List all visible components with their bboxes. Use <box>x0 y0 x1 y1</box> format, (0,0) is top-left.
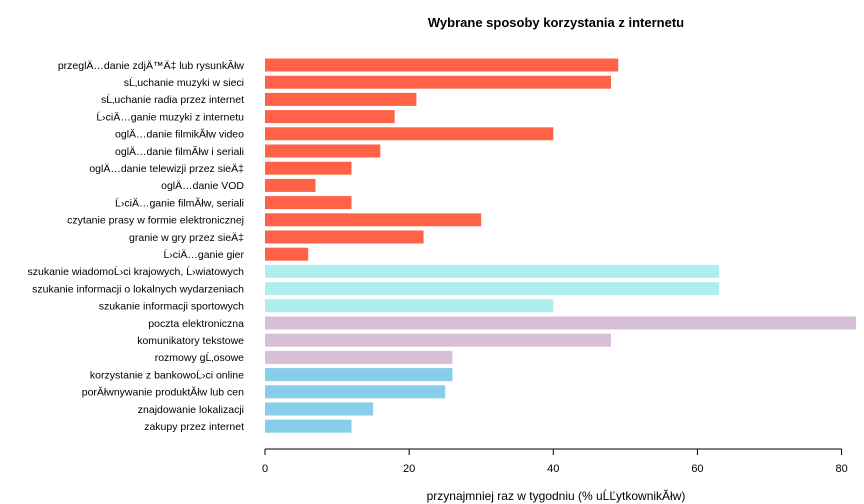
category-label: szukanie informacji sportowych <box>99 301 244 313</box>
bar <box>265 385 446 399</box>
bar <box>265 127 554 141</box>
category-label: sĹ‚uchanie radia przez internet <box>101 93 244 106</box>
category-label: szukanie wiadomoĹ›ci krajowych, Ĺ›wiatow… <box>27 265 244 278</box>
x-axis: 0 20 40 60 80 <box>262 448 848 475</box>
x-tick-label: 40 <box>547 463 559 475</box>
category-label: porĂłwnywanie produktĂłw lub cen <box>82 386 244 399</box>
x-tick-label: 80 <box>835 463 847 475</box>
bar <box>265 75 611 89</box>
category-label: Ĺ›ciÄ…ganie muzyki z internetu <box>96 110 244 123</box>
bar <box>265 196 352 210</box>
bar <box>265 299 554 313</box>
category-label: rozmowy gĹ‚osowe <box>155 351 244 364</box>
category-label: sĹ‚uchanie muzyki w sieci <box>124 76 244 89</box>
bar <box>265 92 417 106</box>
bar <box>265 144 381 158</box>
x-tick-label: 60 <box>691 463 703 475</box>
category-label: zakupy przez internet <box>144 421 244 433</box>
bar <box>265 333 611 347</box>
bar <box>265 316 856 330</box>
chart-title: Wybrane sposoby korzystania z internetu <box>428 15 684 30</box>
category-labels: przeglÄ…danie zdjÄ™Ä‡ lub rysunkĂłw sĹ‚uc… <box>27 59 244 433</box>
bar <box>265 110 395 124</box>
category-label: przeglÄ…danie zdjÄ™Ä‡ lub rysunkĂłw <box>58 59 245 72</box>
bar <box>265 368 453 382</box>
x-axis-label: przynajmniej raz w tygodniu (% uĹĽytkown… <box>427 488 686 503</box>
bar <box>265 419 352 433</box>
category-label: komunikatory tekstowe <box>137 335 244 347</box>
bar <box>265 161 352 175</box>
category-label: Ĺ›ciÄ…ganie filmĂłw, seriali <box>115 196 244 209</box>
bar <box>265 178 316 192</box>
category-label: granie w gry przez sieÄ‡ <box>129 232 244 244</box>
category-label: oglÄ…danie filmĂłw i seriali <box>115 145 244 158</box>
category-label: poczta elektroniczna <box>148 318 244 330</box>
bar <box>265 264 720 278</box>
bar <box>265 213 482 227</box>
bar <box>265 402 374 416</box>
category-label: oglÄ…danie filmikĂłw video <box>115 128 244 141</box>
category-label: oglÄ…danie telewizji przez sieÄ‡ <box>89 163 244 175</box>
category-label: korzystanie z bankowoĹ›ci online <box>90 368 244 381</box>
bar <box>265 247 309 261</box>
x-tick-label: 0 <box>262 463 268 475</box>
x-tick-label: 20 <box>403 463 415 475</box>
category-label: znajdowanie lokalizacji <box>138 404 244 416</box>
category-label: czytanie prasy w formie elektronicznej <box>67 215 244 227</box>
bar <box>265 58 619 72</box>
category-label: szukanie informacji o lokalnych wydarzen… <box>32 283 244 295</box>
bar <box>265 230 424 244</box>
category-label: Ĺ›ciÄ…ganie gier <box>163 248 244 261</box>
category-label: oglÄ…danie VOD <box>161 180 244 192</box>
bars-group <box>265 58 856 433</box>
bar <box>265 282 720 296</box>
bar <box>265 350 453 364</box>
